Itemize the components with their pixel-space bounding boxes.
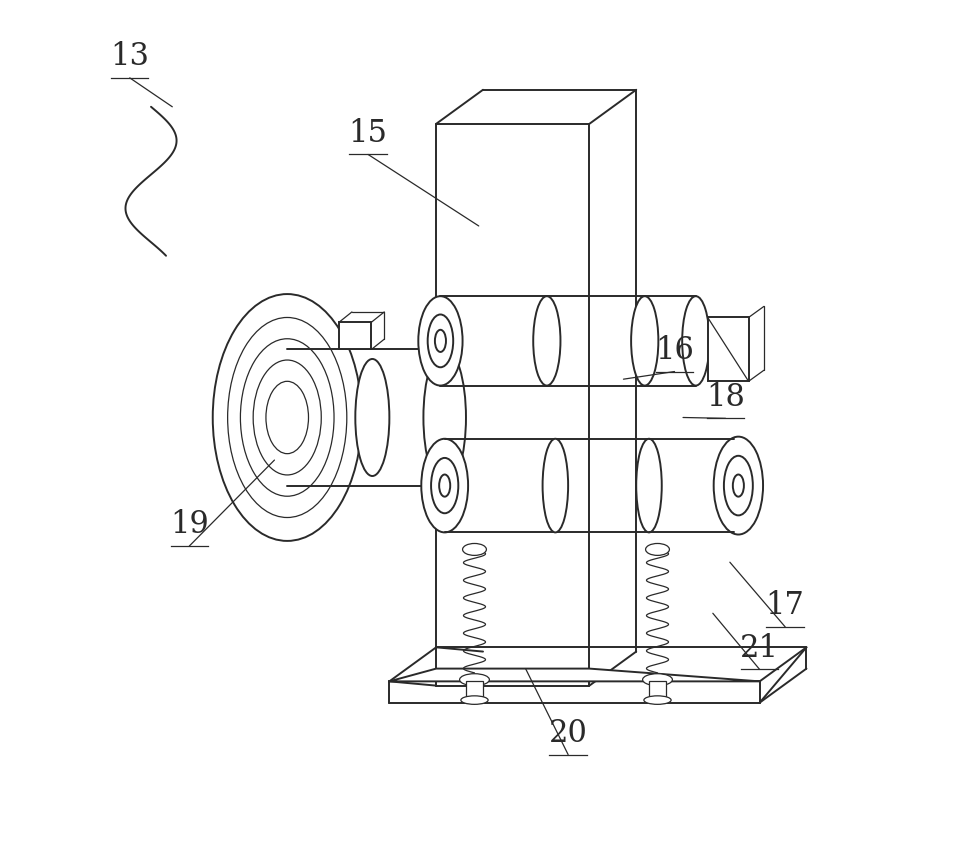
Ellipse shape [637, 439, 662, 533]
Text: 13: 13 [110, 41, 149, 73]
Ellipse shape [463, 544, 487, 556]
Ellipse shape [428, 315, 453, 368]
Text: 15: 15 [349, 118, 387, 148]
Text: 18: 18 [706, 381, 745, 412]
Bar [466, 682, 483, 697]
Ellipse shape [733, 475, 744, 497]
Ellipse shape [213, 295, 361, 542]
Ellipse shape [543, 439, 568, 533]
Ellipse shape [423, 349, 466, 487]
Ellipse shape [714, 437, 763, 535]
Ellipse shape [645, 544, 669, 556]
Ellipse shape [461, 696, 488, 705]
Ellipse shape [642, 674, 672, 686]
Ellipse shape [253, 361, 322, 475]
Ellipse shape [460, 674, 490, 686]
Ellipse shape [421, 439, 469, 533]
Ellipse shape [228, 318, 347, 518]
Ellipse shape [440, 475, 450, 497]
Ellipse shape [631, 297, 659, 386]
Text: 16: 16 [655, 334, 694, 365]
Ellipse shape [644, 696, 671, 705]
Ellipse shape [724, 456, 753, 516]
Ellipse shape [431, 458, 458, 514]
Text: 21: 21 [740, 632, 780, 663]
Ellipse shape [682, 297, 709, 386]
Polygon shape [389, 669, 759, 682]
Text: 20: 20 [549, 717, 587, 748]
Text: 19: 19 [170, 508, 209, 540]
Ellipse shape [266, 382, 308, 454]
Bar [339, 322, 372, 350]
Ellipse shape [355, 360, 389, 477]
Text: 17: 17 [766, 589, 805, 620]
Ellipse shape [241, 339, 334, 496]
Ellipse shape [418, 297, 463, 386]
Ellipse shape [435, 330, 446, 352]
Bar [708, 318, 749, 382]
Ellipse shape [533, 297, 560, 386]
Bar [649, 682, 666, 697]
